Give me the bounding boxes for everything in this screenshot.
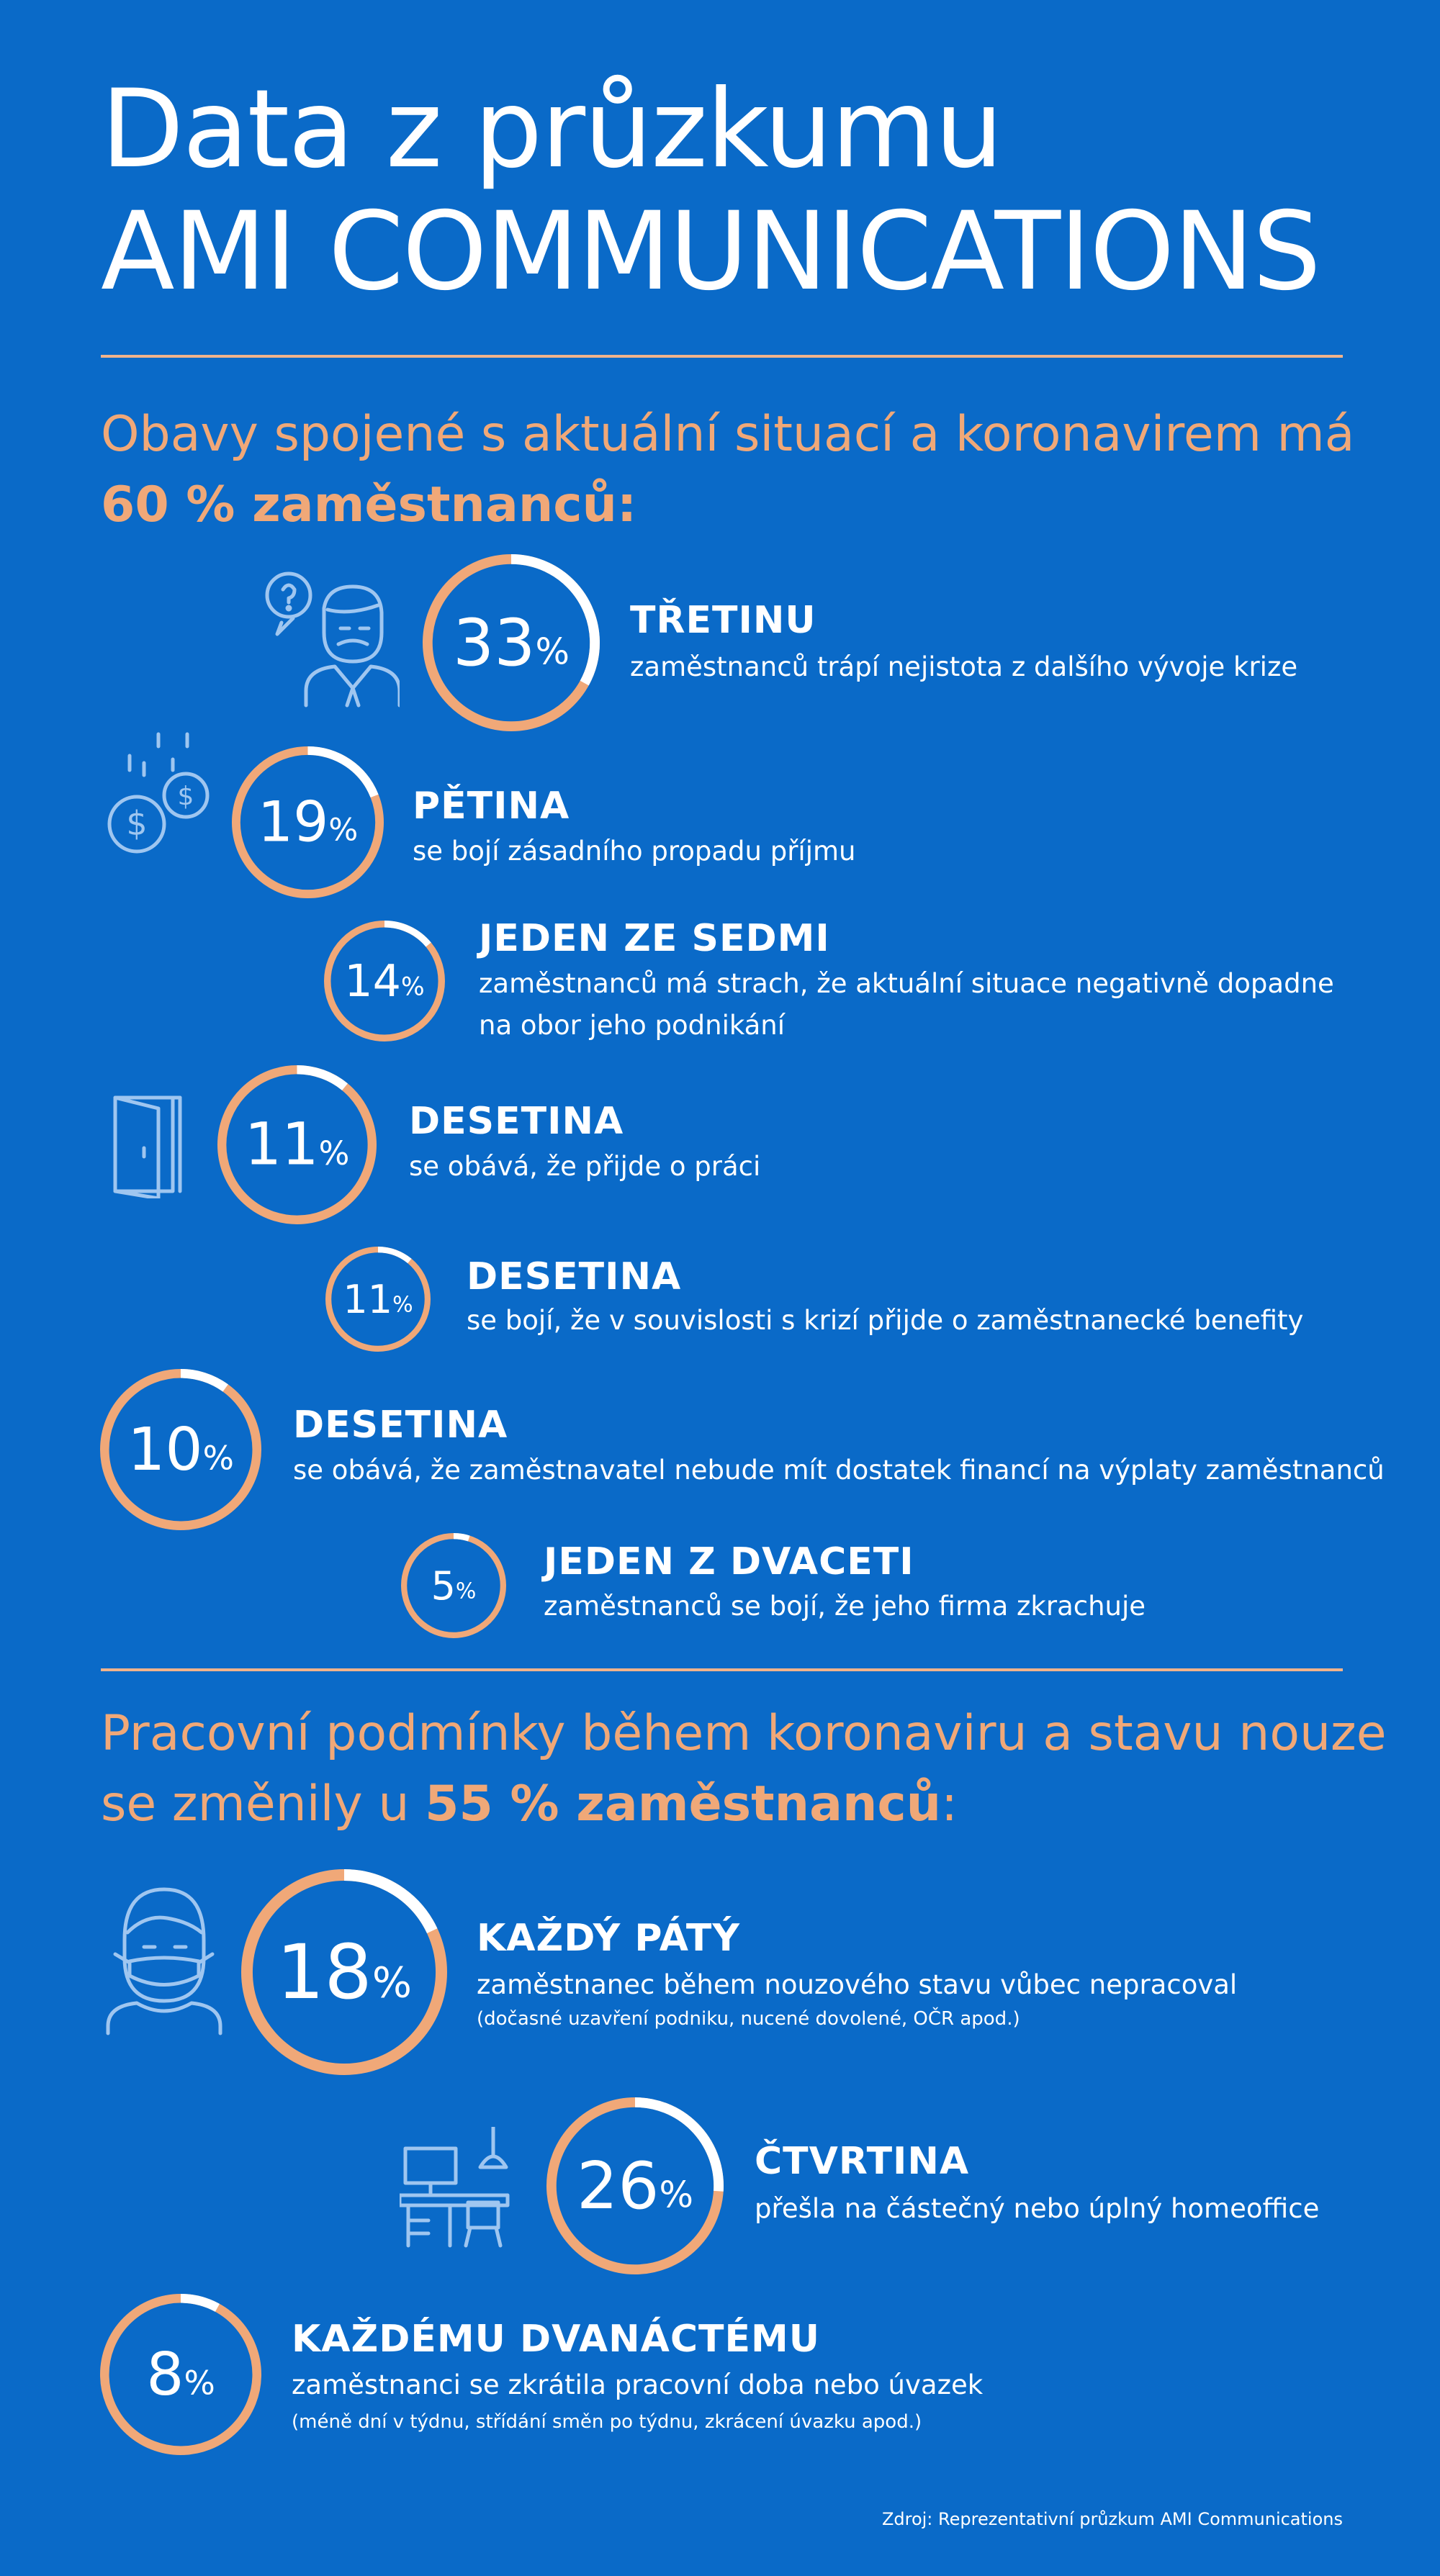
divider-middle bbox=[101, 1668, 1343, 1671]
item-title-jeden-z-dvaceti: JEDEN Z DVACETI bbox=[544, 1540, 914, 1583]
item-text-petina: se bojí zásadního propadu příjmu bbox=[413, 836, 856, 867]
page-title-line2: AMI COMMUNICATIONS bbox=[101, 189, 1321, 315]
item-text-tretinu: zaměstnanců trápí nejistota z dalšího vý… bbox=[630, 651, 1298, 682]
item-note-kazdemu-dvanactemu: (méně dní v týdnu, střídání směn po týdn… bbox=[292, 2411, 922, 2433]
section2-heading: Pracovní podmínky během koronaviru a sta… bbox=[101, 1699, 1397, 1840]
item-text-desetina-3: se obává, že zaměstnavatel nebude mít do… bbox=[293, 1455, 1385, 1486]
item-text-ctvrtina: přešla na částečný nebo úplný homeoffice bbox=[755, 2193, 1320, 2224]
ring-value-number: 11 bbox=[343, 1277, 392, 1322]
ring-11b: 11% bbox=[325, 1247, 431, 1352]
item-title-ctvrtina: ČTVRTINA bbox=[755, 2140, 970, 2183]
ring-8: 8% bbox=[99, 2293, 262, 2456]
item-title-desetina-1: DESETINA bbox=[409, 1100, 624, 1143]
ring-progress-arc bbox=[99, 2293, 262, 2456]
item-title-kazdy-paty: KAŽDÝ PÁTÝ bbox=[477, 1917, 741, 1960]
ring-value-number: 18 bbox=[276, 1928, 372, 2016]
item-text-jeden-z-dvaceti: zaměstnanců se bojí, že jeho firma zkrac… bbox=[544, 1591, 1146, 1622]
item-title-jeden-ze-sedmi: JEDEN ZE SEDMI bbox=[479, 917, 830, 960]
ring-11a: 11% bbox=[217, 1065, 377, 1224]
ring-percent-sign: % bbox=[660, 2174, 694, 2216]
ring-value-number: 19 bbox=[258, 790, 328, 855]
item-note-kazdy-paty: (dočasné uzavření podniku, nucené dovole… bbox=[477, 2008, 1020, 2030]
source-note: Zdroj: Reprezentativní průzkum AMI Commu… bbox=[881, 2509, 1343, 2529]
ring-progress-arc bbox=[401, 1533, 506, 1638]
falling-coins-icon: $ $ bbox=[107, 732, 210, 854]
ring-value-label: 18% bbox=[276, 1928, 412, 2016]
ring-value-number: 10 bbox=[127, 1416, 202, 1484]
item-title-tretinu: TŘETINU bbox=[630, 599, 816, 642]
ring-value-number: 14 bbox=[344, 955, 401, 1007]
ring-19: 19% bbox=[231, 746, 384, 899]
ring-progress-arc bbox=[99, 1368, 262, 1531]
page-title-line1: Data z průzkumu bbox=[101, 67, 1003, 192]
ring-percent-sign: % bbox=[184, 2364, 215, 2402]
ring-progress-arc bbox=[325, 1247, 431, 1352]
section1-heading: Obavy spojené s aktuální situací a koron… bbox=[101, 399, 1397, 541]
item-title-petina: PĚTINA bbox=[413, 785, 570, 828]
ring-percent-sign: % bbox=[456, 1578, 477, 1604]
ring-progress-arc bbox=[217, 1065, 377, 1224]
section2-heading-line2: se změnily u bbox=[101, 1776, 410, 1832]
svg-text:$: $ bbox=[126, 804, 147, 843]
section1-heading-bold: 60 % zaměstnanců: bbox=[101, 476, 637, 533]
section2-heading-line1: Pracovní podmínky během koronaviru a sta… bbox=[101, 1705, 1387, 1762]
ring-progress-arc bbox=[241, 1869, 447, 2075]
ring-progress-arc bbox=[231, 746, 384, 899]
ring-value-label: 11% bbox=[245, 1111, 350, 1179]
ring-percent-sign: % bbox=[328, 812, 358, 848]
item-text-kazdemu-dvanactemu: zaměstnanci se zkrátila pracovní doba ne… bbox=[292, 2369, 984, 2400]
home-desk-icon bbox=[400, 2127, 510, 2248]
ring-progress-arc bbox=[546, 2097, 724, 2274]
ring-percent-sign: % bbox=[372, 1958, 412, 2007]
ring-value-label: 8% bbox=[146, 2341, 215, 2409]
item-text-desetina-2: se bojí, že v souvislosti s krizí přijde… bbox=[467, 1305, 1304, 1336]
ring-percent-sign: % bbox=[536, 631, 570, 673]
ring-value-label: 5% bbox=[431, 1563, 477, 1609]
item-title-desetina-3: DESETINA bbox=[293, 1404, 508, 1447]
open-door-icon bbox=[113, 1095, 182, 1198]
ring-18: 18% bbox=[241, 1869, 447, 2075]
ring-progress-arc bbox=[423, 554, 600, 731]
item-text-jeden-ze-sedmi: zaměstnanců má strach, že aktuální situa… bbox=[479, 968, 1334, 1041]
ring-value-number: 11 bbox=[245, 1111, 319, 1179]
ring-progress-arc bbox=[324, 921, 445, 1041]
ring-14: 14% bbox=[324, 921, 445, 1041]
section1-heading-text: Obavy spojené s aktuální situací a koron… bbox=[101, 406, 1355, 463]
section2-heading-colon: : bbox=[941, 1776, 958, 1832]
item-title-desetina-2: DESETINA bbox=[467, 1255, 682, 1298]
ring-value-label: 14% bbox=[344, 955, 424, 1007]
item-text-desetina-1: se obává, že přijde o práci bbox=[409, 1151, 761, 1182]
divider-top bbox=[101, 355, 1343, 358]
ring-26: 26% bbox=[546, 2097, 724, 2274]
worried-person-icon bbox=[265, 571, 400, 708]
ring-value-label: 26% bbox=[577, 2148, 693, 2224]
ring-value-label: 33% bbox=[453, 605, 570, 681]
masked-person-icon bbox=[106, 1887, 222, 2035]
ring-value-label: 19% bbox=[258, 790, 358, 855]
section2-heading-bold: 55 % zaměstnanců bbox=[425, 1776, 942, 1832]
item-title-kazdemu-dvanactemu: KAŽDÉMU DVANÁCTÉMU bbox=[292, 2318, 821, 2361]
ring-value-number: 8 bbox=[146, 2341, 184, 2409]
ring-percent-sign: % bbox=[319, 1134, 350, 1172]
item-text-kazdy-paty: zaměstnanec během nouzového stavu vůbec … bbox=[477, 1969, 1238, 2000]
ring-value-number: 5 bbox=[431, 1563, 456, 1609]
svg-text:$: $ bbox=[178, 782, 194, 811]
ring-percent-sign: % bbox=[401, 973, 425, 1002]
ring-5: 5% bbox=[401, 1533, 506, 1638]
ring-value-label: 10% bbox=[127, 1416, 234, 1484]
ring-value-number: 33 bbox=[453, 605, 536, 681]
ring-percent-sign: % bbox=[203, 1439, 234, 1477]
ring-10: 10% bbox=[99, 1368, 262, 1531]
ring-percent-sign: % bbox=[392, 1292, 413, 1317]
ring-value-label: 11% bbox=[343, 1277, 413, 1322]
ring-33: 33% bbox=[423, 554, 600, 731]
ring-value-number: 26 bbox=[577, 2148, 660, 2224]
